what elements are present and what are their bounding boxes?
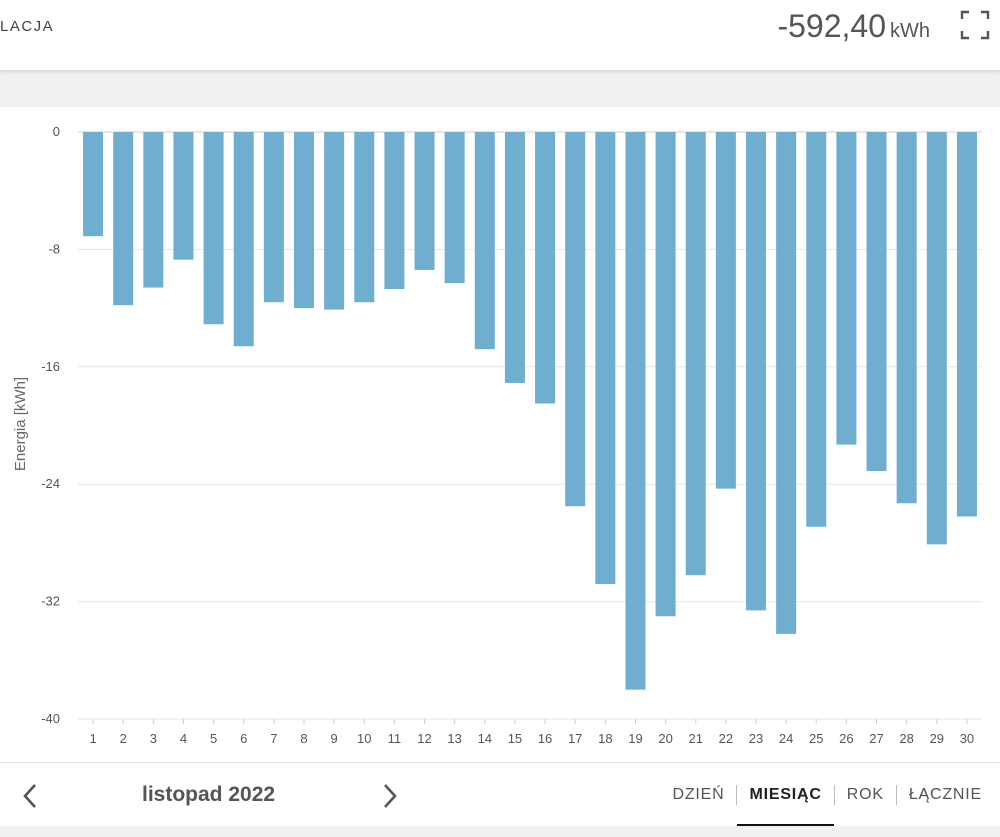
total-energy: -592,40 kWh	[777, 8, 930, 45]
x-tick-label: 23	[749, 731, 763, 746]
x-axis-ticks: 1 2 3 4 5 6 7 8 9 10 11 12 13 14 15 16 17 18 19 20 21 22 23 24 2…	[89, 719, 974, 746]
energy-bar-chart: 0-8-16-24-32-40 1 2 3 4 5 6 7 8 9 10 11 12 13 14 15 16 1…	[12, 124, 982, 746]
x-tick-label: 19	[628, 731, 642, 746]
y-axis-label: Energia [kWh]	[12, 377, 29, 471]
bar-day-28[interactable]	[896, 132, 917, 504]
y-tick-label: -8	[48, 241, 60, 256]
tab-day[interactable]: DZIEŃ	[672, 786, 725, 803]
bar-day-14[interactable]	[474, 132, 495, 350]
x-tick-label: 30	[960, 731, 974, 746]
x-tick-label: 5	[210, 731, 217, 746]
y-tick-label: -24	[41, 476, 60, 491]
period-tabs: DZIEŃ MIESIĄC ROK ŁĄCZNIE	[660, 785, 982, 828]
x-tick-label: 29	[930, 731, 944, 746]
tab-divider	[895, 785, 897, 805]
bar-day-29[interactable]	[926, 132, 947, 545]
x-tick-label: 3	[150, 731, 157, 746]
bar-day-4[interactable]	[173, 132, 194, 260]
bar-day-30[interactable]	[956, 132, 977, 517]
chevron-left-icon	[23, 784, 36, 808]
chevron-right-icon	[384, 784, 397, 808]
bar-day-6[interactable]	[233, 132, 254, 347]
header-bar: LACJA -592,40 kWh	[0, 0, 1000, 70]
bar-day-13[interactable]	[444, 132, 465, 284]
energy-chart-card: 0 -8 -16 -24 -32 -40 1 2 3 4 5 6 7 8 9 10 11 12 13 14 15 16 1…	[0, 107, 1000, 762]
bar-day-11[interactable]	[384, 132, 405, 290]
bar-day-20[interactable]	[655, 132, 676, 617]
bar-day-18[interactable]	[595, 132, 616, 584]
total-energy-unit: kWh	[890, 20, 930, 42]
next-period-button[interactable]	[375, 779, 405, 813]
x-tick-label: 13	[447, 731, 461, 746]
y-tick-label: -40	[41, 711, 60, 726]
tab-total[interactable]: ŁĄCZNIE	[908, 786, 982, 803]
tab-divider	[736, 785, 738, 805]
bar-day-12[interactable]	[414, 132, 435, 270]
bar-day-22[interactable]	[715, 132, 736, 489]
x-tick-label: 20	[658, 731, 672, 746]
bar-day-3[interactable]	[143, 132, 164, 288]
chart-grid	[78, 131, 982, 720]
x-tick-label: 27	[869, 731, 883, 746]
fullscreen-button[interactable]	[960, 10, 990, 40]
bar-day-19[interactable]	[625, 132, 646, 690]
page-title: LACJA	[0, 18, 55, 35]
tab-month[interactable]: MIESIĄC	[737, 786, 835, 828]
y-tick-label: -32	[41, 594, 60, 609]
tab-divider	[833, 785, 835, 805]
x-tick-label: 28	[899, 731, 913, 746]
bar-day-16[interactable]	[535, 132, 556, 404]
x-tick-label: 10	[357, 731, 371, 746]
tab-year[interactable]: ROK	[846, 786, 884, 803]
previous-period-button[interactable]	[15, 779, 45, 813]
bar-day-10[interactable]	[354, 132, 375, 303]
y-tick-label: -16	[41, 359, 60, 374]
x-tick-label: 16	[538, 731, 552, 746]
total-energy-value: -592,40	[777, 8, 886, 44]
bar-day-7[interactable]	[263, 132, 284, 303]
x-tick-label: 25	[809, 731, 823, 746]
bar-day-8[interactable]	[294, 132, 314, 309]
x-tick-label: 24	[779, 731, 793, 746]
x-tick-label: 12	[417, 731, 431, 746]
bar-day-23[interactable]	[746, 132, 766, 611]
x-tick-label: 9	[331, 731, 338, 746]
x-tick-label: 26	[839, 731, 853, 746]
bar-day-9[interactable]	[324, 132, 345, 310]
bar-day-17[interactable]	[565, 132, 586, 507]
bar-day-2[interactable]	[113, 132, 134, 306]
y-axis-ticks: 0 -8 -16 -24 -32 -40	[41, 124, 60, 726]
x-tick-label: 18	[598, 731, 612, 746]
bars	[83, 132, 977, 690]
x-tick-label: 4	[180, 731, 187, 746]
x-tick-label: 2	[120, 731, 127, 746]
x-tick-label: 7	[270, 731, 277, 746]
x-tick-label: 14	[478, 731, 492, 746]
fullscreen-icon	[960, 10, 990, 40]
x-tick-label: 17	[568, 731, 582, 746]
x-tick-label: 1	[89, 731, 96, 746]
x-tick-label: 15	[508, 731, 522, 746]
y-tick-label: 0	[53, 124, 60, 139]
bar-day-15[interactable]	[504, 132, 525, 383]
x-tick-label: 6	[240, 731, 247, 746]
x-tick-label: 21	[688, 731, 702, 746]
bar-day-5[interactable]	[203, 132, 224, 325]
x-tick-label: 8	[300, 731, 307, 746]
period-label: listopad 2022	[142, 783, 276, 806]
period-footer: listopad 2022 DZIEŃ MIESIĄC ROK ŁĄCZNIE	[0, 762, 1000, 828]
x-tick-label: 22	[719, 731, 733, 746]
bar-day-26[interactable]	[836, 132, 857, 445]
bar-day-21[interactable]	[685, 132, 706, 576]
bar-day-1[interactable]	[83, 132, 104, 237]
bar-day-27[interactable]	[866, 132, 887, 471]
bar-day-25[interactable]	[806, 132, 827, 527]
bar-day-24[interactable]	[776, 132, 797, 634]
x-tick-label: 11	[388, 731, 402, 746]
bottom-strip	[0, 826, 1000, 837]
